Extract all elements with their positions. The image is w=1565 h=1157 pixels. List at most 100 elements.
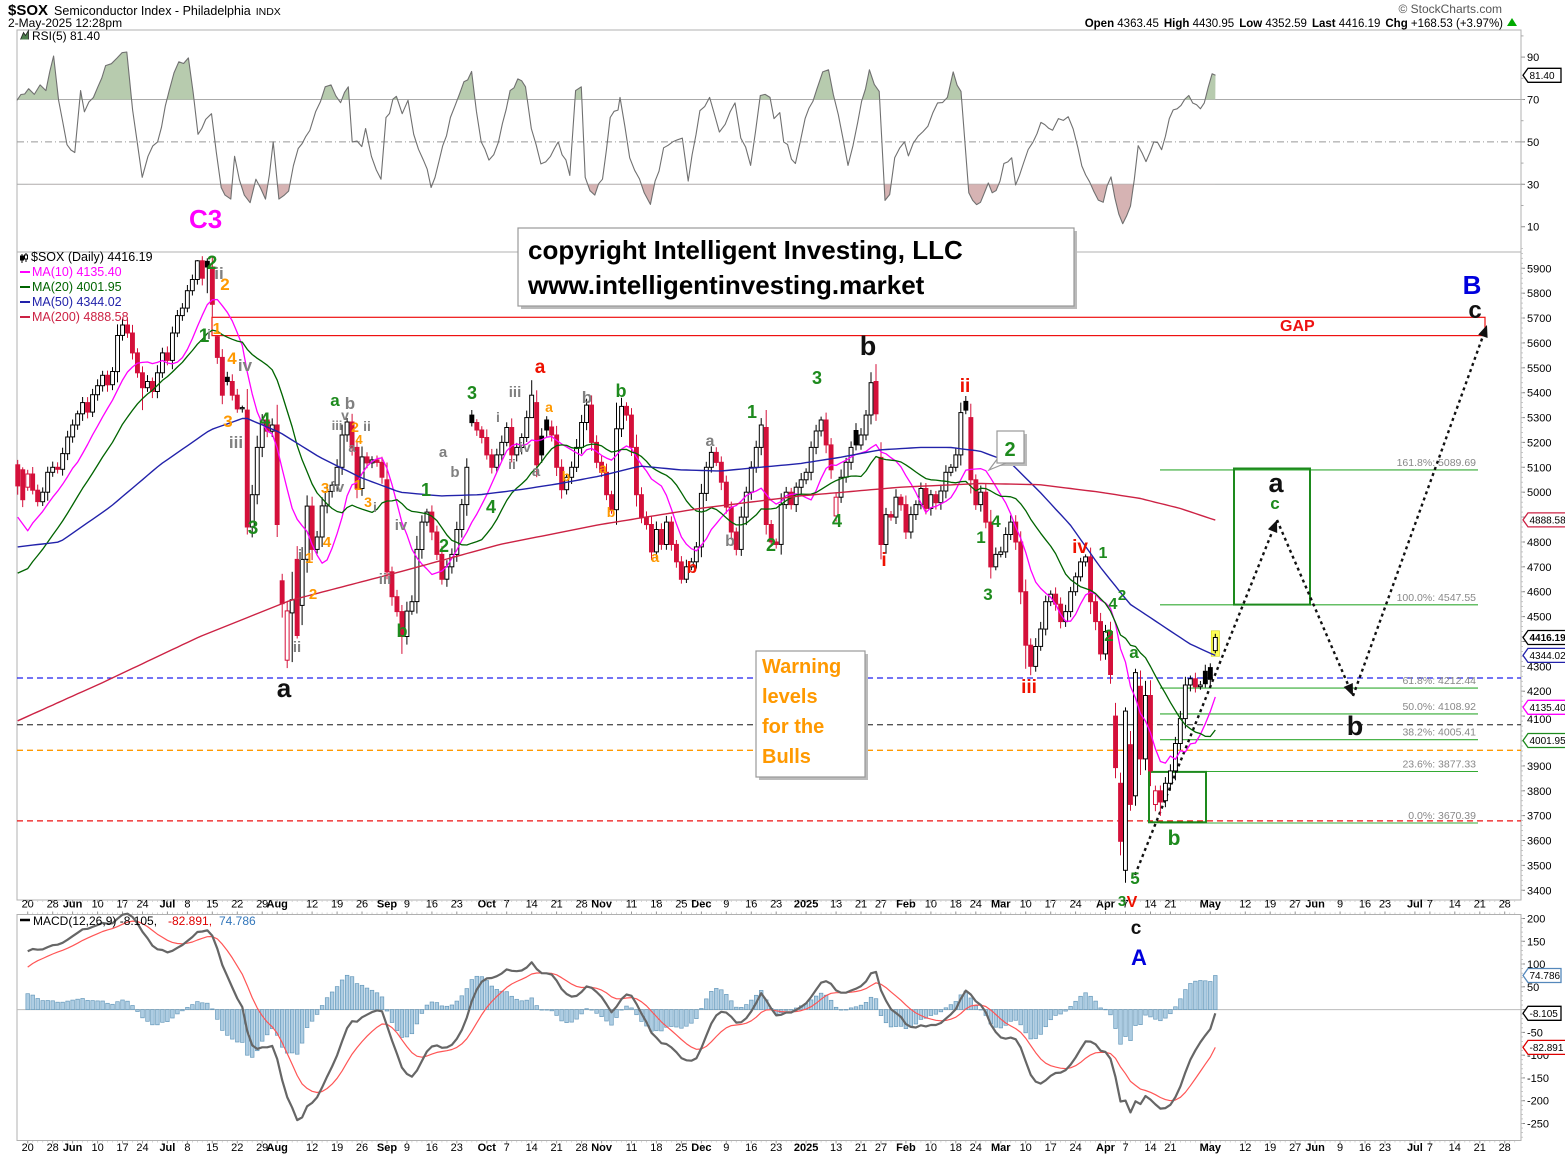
svg-text:b: b [450,464,459,481]
svg-text:0.0%: 3670.39: 0.0%: 3670.39 [1408,810,1476,822]
svg-text:23.6%: 3877.33: 23.6%: 3877.33 [1402,759,1476,771]
svg-text:1: 1 [1099,545,1108,562]
svg-text:a: a [599,460,607,476]
svg-text:24: 24 [1069,899,1081,911]
svg-text:MA(50) 4344.02: MA(50) 4344.02 [32,295,122,309]
svg-text:12: 12 [1239,899,1251,911]
svg-text:a: a [439,444,448,461]
svg-text:7: 7 [1122,899,1128,911]
svg-text:4: 4 [323,534,332,551]
svg-text:9: 9 [1337,899,1343,911]
svg-text:9: 9 [723,1142,729,1154]
svg-text:8: 8 [184,1142,190,1154]
svg-text:4: 4 [1109,596,1118,613]
svg-text:4: 4 [260,410,271,431]
svg-text:10: 10 [1020,1142,1032,1154]
svg-text:copyright Intelligent Investin: copyright Intelligent Investing, LLC [528,235,963,265]
svg-text:3: 3 [983,585,992,604]
svg-text:13: 13 [830,899,842,911]
svg-text:Oct: Oct [478,1142,497,1154]
svg-text:3900: 3900 [1527,761,1551,773]
svg-text:23: 23 [770,1142,782,1154]
svg-text:iv: iv [238,356,253,375]
svg-text:ii: ii [508,456,516,472]
svg-text:a: a [532,463,541,480]
svg-text:16: 16 [426,1142,438,1154]
svg-text:4300: 4300 [1527,661,1551,673]
svg-text:b: b [725,533,735,550]
svg-text:iii: iii [332,418,343,433]
svg-text:MA(200) 4888.58: MA(200) 4888.58 [32,310,129,324]
svg-text:2: 2 [351,419,359,435]
svg-text:2025: 2025 [794,1142,818,1154]
svg-text:4: 4 [832,511,842,531]
svg-text:7: 7 [1427,1142,1433,1154]
svg-text:5600: 5600 [1527,338,1551,350]
svg-text:3700: 3700 [1527,811,1551,823]
svg-text:for the: for the [762,716,824,738]
svg-text:Jun: Jun [63,1142,83,1154]
svg-text:5300: 5300 [1527,413,1551,425]
svg-text:14: 14 [526,1142,538,1154]
svg-text:4: 4 [486,497,496,517]
svg-text:Nov: Nov [591,1142,613,1154]
svg-text:Apr: Apr [1096,1142,1116,1154]
svg-text:9: 9 [404,899,410,911]
svg-text:9: 9 [1337,1142,1343,1154]
svg-text:22: 22 [231,899,243,911]
svg-text:3: 3 [321,480,329,497]
svg-text:27: 27 [1289,899,1301,911]
svg-text:20: 20 [22,899,34,911]
svg-text:2: 2 [207,253,218,274]
svg-text:18: 18 [650,899,662,911]
svg-text:14: 14 [1449,899,1461,911]
svg-text:1: 1 [976,528,985,547]
svg-text:21: 21 [855,899,867,911]
svg-text:Feb: Feb [896,1142,916,1154]
svg-text:25: 25 [675,1142,687,1154]
svg-text:-50: -50 [1527,1027,1543,1039]
svg-text:24: 24 [1069,1142,1081,1154]
svg-text:4344.02: 4344.02 [1530,651,1565,662]
svg-text:21: 21 [1164,1142,1176,1154]
svg-text:5700: 5700 [1527,313,1551,325]
svg-text:b: b [345,394,355,413]
svg-text:4888.58: 4888.58 [1530,515,1565,526]
svg-text:4: 4 [355,432,363,447]
svg-text:RSI(5) 81.40: RSI(5) 81.40 [32,29,100,43]
svg-text:27: 27 [875,899,887,911]
svg-text:2: 2 [309,586,317,603]
svg-text:1: 1 [213,321,222,338]
svg-text:ii: ii [960,376,971,397]
svg-text:3500: 3500 [1527,860,1551,872]
svg-text:30: 30 [1527,179,1539,191]
svg-text:Mar: Mar [991,1142,1011,1154]
svg-text:1: 1 [305,550,313,567]
svg-text:23: 23 [451,899,463,911]
svg-text:4: 4 [227,349,237,368]
svg-text:24: 24 [136,899,148,911]
svg-text:27: 27 [1289,1142,1301,1154]
svg-text:7: 7 [504,899,510,911]
svg-text:$SOX (Daily) 4416.19: $SOX (Daily) 4416.19 [31,250,153,264]
svg-text:17: 17 [116,1142,128,1154]
svg-text:23: 23 [770,899,782,911]
svg-text:Jul: Jul [1407,899,1423,911]
svg-text:7: 7 [504,1142,510,1154]
svg-text:MA(10) 4135.40: MA(10) 4135.40 [32,265,122,279]
svg-text:200: 200 [1527,914,1545,926]
svg-text:B: B [1463,270,1482,300]
svg-text:Sep: Sep [377,1142,397,1154]
svg-text:23: 23 [451,1142,463,1154]
svg-text:Warning: Warning [762,656,841,678]
svg-text:14: 14 [1144,899,1156,911]
svg-text:-82.891: -82.891 [1530,1043,1564,1054]
svg-text:v: v [341,407,349,423]
svg-text:26: 26 [356,1142,368,1154]
svg-text:81.40: 81.40 [1530,71,1555,82]
svg-text:1: 1 [747,402,757,422]
svg-text:i: i [881,550,886,571]
svg-text:74.786: 74.786 [1530,971,1561,982]
svg-text:24: 24 [136,1142,148,1154]
